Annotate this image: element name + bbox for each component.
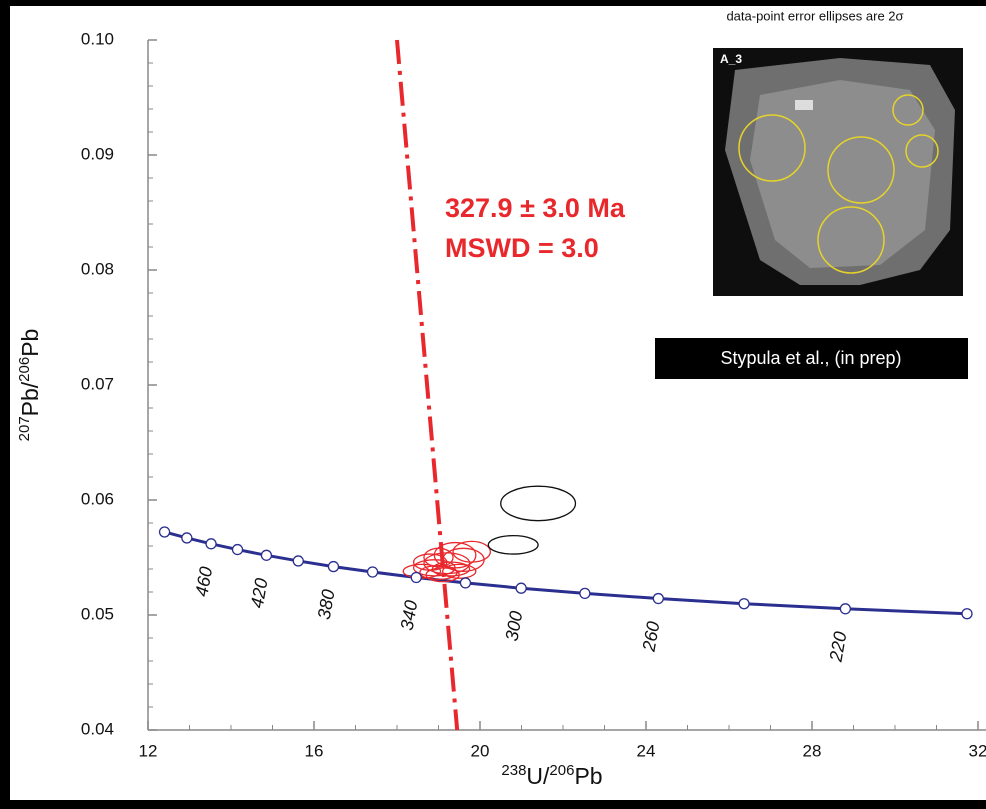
age-marker bbox=[260, 549, 273, 561]
x-tick-label: 16 bbox=[305, 741, 324, 760]
age-marker bbox=[181, 532, 193, 544]
x-label-part: Pb bbox=[574, 763, 602, 789]
zircon-spot bbox=[795, 100, 813, 110]
age-marker bbox=[205, 538, 217, 550]
x-tick-label: 28 bbox=[803, 741, 822, 760]
age-marker bbox=[158, 526, 171, 538]
y-label-part: Pb/ bbox=[17, 381, 43, 416]
inset: A_3 bbox=[713, 48, 963, 296]
x-label-part: 238 bbox=[501, 762, 526, 779]
analysis-spot bbox=[892, 94, 924, 126]
error-ellipse bbox=[433, 541, 477, 569]
note: data-point error ellipses are 2σ bbox=[726, 8, 903, 23]
discordia-line bbox=[395, 39, 460, 731]
age-marker bbox=[738, 598, 750, 610]
age-marker bbox=[366, 566, 379, 578]
x-tick-label: 32 bbox=[969, 741, 986, 760]
age-marker bbox=[652, 592, 664, 605]
concordia-curve bbox=[164, 530, 968, 616]
age-marker bbox=[327, 560, 340, 573]
analysis-spot bbox=[905, 134, 939, 168]
x-tick-label: 20 bbox=[471, 741, 490, 760]
age-marker bbox=[410, 571, 422, 584]
error-ellipse bbox=[441, 563, 477, 579]
analysis-spot bbox=[827, 136, 895, 204]
x-label-part: U/ bbox=[526, 763, 550, 789]
y-tick-label: 0.07 bbox=[81, 374, 114, 393]
y-tick-label: 0.09 bbox=[81, 144, 114, 163]
mswd-annotation: MSWD = 3.0 bbox=[445, 233, 599, 263]
y-tick-label: 0.04 bbox=[81, 719, 114, 738]
y-tick-label: 0.08 bbox=[81, 259, 114, 278]
age-marker bbox=[459, 577, 472, 589]
y-tick-label: 0.05 bbox=[81, 604, 114, 623]
age-marker bbox=[961, 608, 973, 620]
x-axis-label: 238U/206Pb bbox=[501, 762, 602, 789]
error-ellipse bbox=[500, 485, 577, 522]
age-marker bbox=[839, 603, 852, 615]
credit: Stypula et al., (in prep) bbox=[720, 348, 901, 368]
analysis-spot bbox=[738, 114, 806, 182]
age-marker bbox=[231, 543, 244, 556]
error-ellipse bbox=[412, 553, 448, 571]
y-tick-label: 0.10 bbox=[81, 29, 114, 48]
analysis-spot bbox=[817, 206, 885, 274]
y-tick-label: 0.06 bbox=[81, 489, 114, 508]
age-marker bbox=[515, 582, 527, 594]
age-annotation: 327.9 ± 3.0 Ma bbox=[445, 193, 626, 223]
error-ellipse bbox=[487, 534, 539, 555]
error-ellipse bbox=[452, 540, 492, 563]
error-ellipse bbox=[402, 563, 442, 579]
y-label-part: 206 bbox=[16, 357, 33, 382]
age-marker bbox=[579, 587, 591, 600]
zircon-core bbox=[750, 80, 935, 268]
y-label-part: Pb bbox=[17, 329, 43, 357]
x-label-part: 206 bbox=[549, 762, 574, 779]
y-label-part: 207 bbox=[16, 416, 33, 441]
credit-box bbox=[655, 338, 968, 379]
x-tick-label: 24 bbox=[637, 741, 656, 760]
inset-label: A_3 bbox=[720, 52, 742, 66]
error-ellipse bbox=[423, 547, 454, 568]
x-tick-label: 12 bbox=[139, 741, 158, 760]
y-axis-label: 207Pb/206Pb bbox=[16, 329, 43, 442]
age-marker bbox=[292, 555, 304, 567]
